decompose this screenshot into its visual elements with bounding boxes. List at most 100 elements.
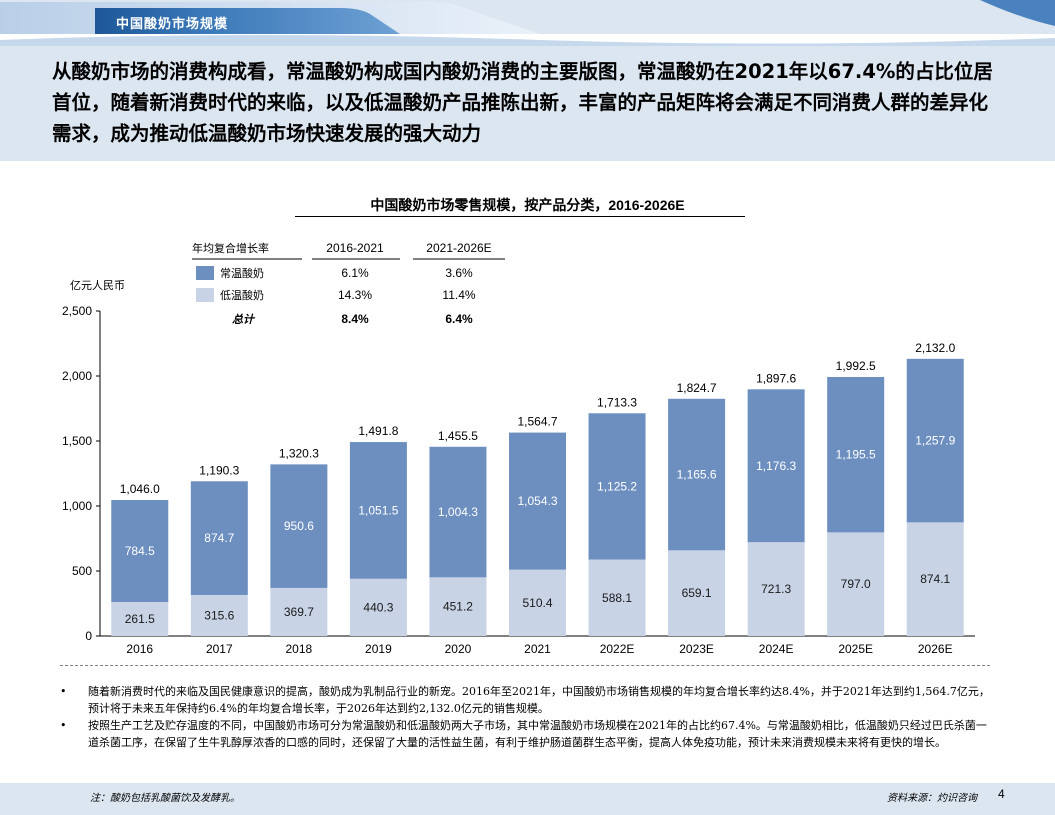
bullet-icon: • [60,719,67,732]
x-tick-label: 2020 [445,642,472,656]
data-label-total: 1,455.5 [438,429,478,443]
headline-text: 从酸奶市场的消费构成看，常温酸奶构成国内酸奶消费的主要版图，常温酸奶在2021年… [52,60,993,145]
bar-ambient-yogurt [509,432,566,570]
cagr-value: 14.3% [338,288,372,302]
data-label-chilled: 721.3 [761,582,791,596]
cagr-value-total: 8.4% [341,312,369,326]
cagr-value: 6.1% [341,266,369,280]
legend-swatch [196,288,214,302]
note-item: • 按照生产工艺及贮存温度的不同，中国酸奶市场可分为常温酸奶和低温酸奶两大子市场，… [60,717,990,751]
data-label-ambient: 1,051.5 [358,503,398,517]
legend-label-total: 总计 [232,313,256,326]
footer-band [0,783,1055,815]
bullet-icon: • [60,685,67,698]
data-label-total: 1,992.5 [836,359,876,373]
bar-chilled-yogurt [429,577,487,636]
data-label-total: 1,046.0 [120,482,160,496]
notes: • 随着新消费时代的来临及国民健康意识的提高，酸奶成为乳制品行业的新宠。2016年… [60,683,990,751]
note-item: • 随着新消费时代的来临及国民健康意识的提高，酸奶成为乳制品行业的新宠。2016年… [60,683,990,717]
data-label-ambient: 1,257.9 [915,434,955,448]
data-label-chilled: 874.1 [920,572,950,586]
bar-ambient-yogurt [668,398,726,551]
legend-label: 低温酸奶 [220,288,264,302]
x-tick-label: 2023E [679,642,714,656]
bar-ambient-yogurt [429,446,487,578]
y-axis-label: 亿元人民币 [70,279,125,292]
bar-chilled-yogurt [190,594,248,636]
x-tick-label: 2018 [286,642,313,656]
bar-ambient-yogurt [111,500,169,603]
cagr-value: 3.6% [445,266,473,280]
x-tick-label: 2024E [759,642,794,656]
data-label-chilled: 261.5 [125,612,155,626]
cagr-value-total: 6.4% [445,312,473,326]
bar-ambient-yogurt [270,464,328,588]
data-label-total: 1,320.3 [279,446,319,460]
data-label-ambient: 1,125.2 [597,479,637,493]
data-label-ambient: 1,054.3 [517,494,557,508]
divider [60,665,990,666]
legend-label: 常温酸奶 [220,266,264,280]
data-label-chilled: 369.7 [284,605,314,619]
data-label-chilled: 440.3 [363,600,393,614]
bar-chilled-yogurt [588,559,646,636]
x-tick-label: 2017 [206,642,233,656]
bar-chilled-yogurt [827,532,885,636]
bar-ambient-yogurt [827,376,885,533]
data-label-ambient: 1,195.5 [836,448,876,462]
data-label-ambient: 1,176.3 [756,459,796,473]
bar-ambient-yogurt [349,442,407,579]
bar-chilled-yogurt [349,578,407,636]
data-label-total: 1,897.6 [756,371,796,385]
x-tick-label: 2016 [126,642,153,656]
data-label-chilled: 588.1 [602,591,632,605]
note-text: 随着新消费时代的来临及国民健康意识的提高，酸奶成为乳制品行业的新宠。2016年至… [88,685,990,715]
page-number: 4 [998,787,1005,801]
stacked-bar-chart: 亿元人民币 0 500 1,000 1,500 2,000 2,500 261.5 784.5… [62,241,975,656]
bar-chilled-yogurt [111,602,169,636]
data-label-chilled: 315.6 [204,608,234,622]
data-label-ambient: 784.5 [125,544,155,558]
section-title: 中国酸奶市场规模 [116,17,229,32]
data-label-total: 1,564.7 [517,415,557,429]
data-label-ambient: 1,004.3 [438,505,478,519]
headline-band [0,46,1055,161]
x-tick-label: 2026E [918,642,953,656]
title-ribbon [0,0,1055,46]
data-label-total: 1,824.7 [677,381,717,395]
y-tick-label: 1,500 [62,434,92,448]
data-label-chilled: 797.0 [841,577,871,591]
data-label-chilled: 659.1 [682,586,712,600]
y-tick-label: 2,500 [62,304,92,318]
bar-chilled-yogurt [509,569,566,636]
data-label-total: 1,713.3 [597,395,637,409]
data-label-chilled: 510.4 [522,596,552,610]
data-label-chilled: 451.2 [443,600,473,614]
bar-chilled-yogurt [270,587,328,636]
x-tick-label: 2021 [524,642,551,656]
cagr-header: 年均复合增长率 [192,241,269,255]
data-label-ambient: 874.7 [204,531,234,545]
bar-ambient-yogurt [588,413,646,560]
cagr-period-header: 2021-2026E [426,241,491,255]
data-label-total: 1,491.8 [358,424,398,438]
source-note: 资料来源：灼识咨询 [887,793,977,804]
x-tick-label: 2019 [365,642,392,656]
bar-ambient-yogurt [747,389,805,543]
x-tick-label: 2022E [600,642,635,656]
y-tick-label: 0 [85,629,92,643]
data-label-ambient: 950.6 [284,519,314,533]
cagr-period-header: 2016-2021 [326,241,384,255]
chart-title: 中国酸奶市场零售规模，按产品分类，2016-2026E [370,197,685,213]
y-tick-label: 2,000 [62,369,92,383]
bar-ambient-yogurt [190,481,248,595]
bar-chilled-yogurt [668,550,726,636]
legend-swatch [196,266,214,280]
chart-title-underline [295,216,745,217]
data-label-total: 1,190.3 [199,463,239,477]
bar-chilled-yogurt [747,542,805,636]
note-text: 按照生产工艺及贮存温度的不同，中国酸奶市场可分为常温酸奶和低温酸奶两大子市场，其… [88,719,987,749]
x-tick-label: 2025E [838,642,873,656]
y-tick-label: 500 [72,564,92,578]
bar-chilled-yogurt [906,522,964,636]
